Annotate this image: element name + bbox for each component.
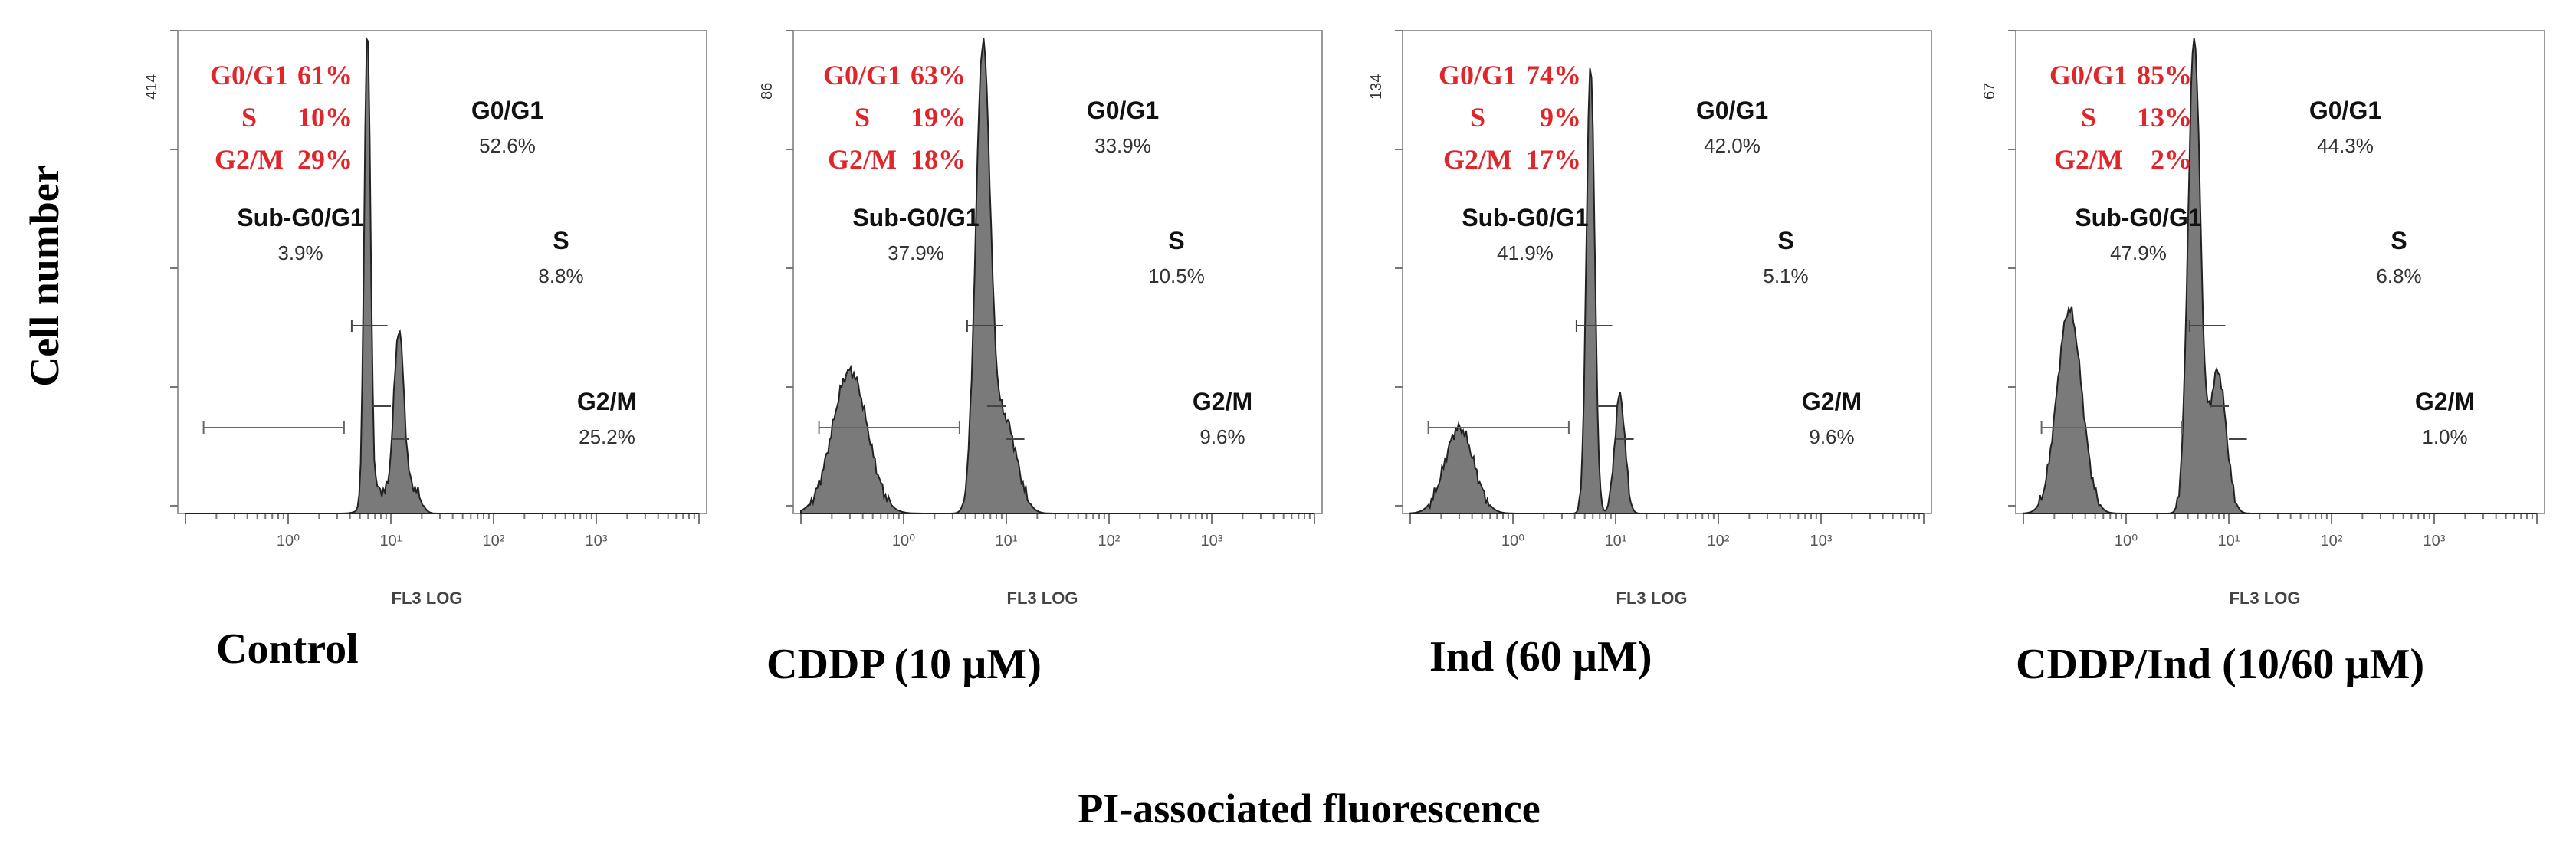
summary-value: 19% bbox=[911, 102, 966, 133]
gate-percent-label: 9.6% bbox=[1809, 425, 1854, 448]
gate-percent-label: 5.1% bbox=[1763, 264, 1808, 287]
y-max-label: 86 bbox=[759, 83, 776, 100]
x-axis-title: PI-associated fluorescence bbox=[1078, 785, 1540, 831]
gate-percent-label: 44.3% bbox=[2317, 134, 2374, 157]
gate-name-label: G0/G1 bbox=[471, 97, 543, 124]
gate-name-label: Sub-G0/G1 bbox=[1462, 204, 1588, 231]
x-tick-label: 10² bbox=[483, 533, 505, 549]
x-axis-label: FL3 LOG bbox=[2230, 589, 2301, 608]
gate-percent-label: 1.0% bbox=[2422, 425, 2467, 448]
x-tick-label: 10¹ bbox=[2218, 533, 2240, 549]
gate-percent-label: 33.9% bbox=[1094, 134, 1151, 157]
summary-phase-label: S bbox=[855, 102, 870, 133]
x-tick-label: 10¹ bbox=[996, 533, 1018, 549]
x-tick-label: 10⁰ bbox=[277, 533, 300, 549]
summary-value: 61% bbox=[297, 60, 353, 90]
gate-name-label: Sub-G0/G1 bbox=[2075, 204, 2201, 231]
summary-value: 74% bbox=[1526, 60, 1581, 90]
x-tick-label: 10¹ bbox=[380, 533, 402, 549]
gate-name-label: S bbox=[2391, 227, 2407, 254]
x-tick-label: 10¹ bbox=[1605, 533, 1627, 549]
summary-value: 2% bbox=[2151, 144, 2192, 175]
histogram bbox=[1409, 67, 1924, 514]
condition-label-ind: Ind (60 µM) bbox=[1429, 633, 1652, 681]
histogram bbox=[185, 36, 699, 514]
summary-phase-label: G0/G1 bbox=[2049, 60, 2128, 90]
x-tick-label: 10³ bbox=[1810, 533, 1833, 549]
summary-phase-label: G0/G1 bbox=[823, 60, 901, 90]
gate-percent-label: 10.5% bbox=[1148, 264, 1205, 287]
x-axis-label: FL3 LOG bbox=[392, 589, 463, 608]
condition-label-cddp: CDDP (10 µM) bbox=[766, 641, 1042, 688]
x-tick-label: 10² bbox=[1098, 533, 1121, 549]
panel-combo: 67 10⁰ 10¹ 10² 10³ FL3 LOG G0/G1 85% S 13% G2/M 2% S… bbox=[1981, 30, 2545, 688]
x-tick-label: 10² bbox=[2321, 533, 2343, 549]
y-axis-title: Cell number bbox=[21, 165, 67, 387]
summary-phase-label: G2/M bbox=[2054, 144, 2123, 175]
condition-label-combo: CDDP/Ind (10/60 µM) bbox=[2016, 641, 2424, 688]
gate-name-label: G2/M bbox=[1802, 388, 1862, 415]
gate-name-label: G0/G1 bbox=[2309, 97, 2381, 124]
condition-label-control: Control bbox=[216, 625, 359, 673]
y-max-label: 67 bbox=[1981, 83, 1998, 100]
gate-name-label: S bbox=[553, 227, 569, 254]
gate-percent-label: 47.9% bbox=[2110, 241, 2167, 264]
x-tick-label: 10⁰ bbox=[892, 533, 915, 549]
gate-name-label: G2/M bbox=[2415, 388, 2475, 415]
summary-value: 85% bbox=[2137, 60, 2192, 90]
gate-percent-label: 42.0% bbox=[1704, 134, 1761, 157]
gate-percent-label: 41.9% bbox=[1497, 241, 1554, 264]
gate-name-label: G2/M bbox=[577, 388, 637, 415]
summary-phase-label: S bbox=[241, 102, 257, 133]
summary-phase-label: G2/M bbox=[1443, 144, 1512, 175]
gate-percent-label: 52.6% bbox=[479, 134, 536, 157]
summary-value: 63% bbox=[911, 60, 966, 90]
panel-control: 414 10⁰ 10¹ 10² 10³ FL3 LOG G0/G1 61% S 10% G2/M 29… bbox=[143, 30, 707, 673]
summary-value: 13% bbox=[2137, 102, 2192, 133]
x-tick-label: 10⁰ bbox=[1501, 533, 1524, 549]
histogram bbox=[2023, 38, 2537, 514]
summary-value: 29% bbox=[297, 144, 353, 175]
y-max-label: 414 bbox=[143, 74, 160, 100]
x-tick-label: 10² bbox=[1708, 533, 1730, 549]
y-max-label: 134 bbox=[1368, 74, 1385, 100]
summary-phase-label: G0/G1 bbox=[210, 60, 288, 90]
gate-percent-label: 25.2% bbox=[579, 425, 635, 448]
panel-ind: 134 10⁰ 10¹ 10² 10³ FL3 LOG G0/G1 74% S 9% G2/M 17%… bbox=[1368, 30, 1932, 681]
summary-value: 18% bbox=[911, 144, 966, 175]
gate-name-label: Sub-G0/G1 bbox=[852, 204, 979, 231]
summary-phase-label: G2/M bbox=[828, 144, 897, 175]
gate-name-label: S bbox=[1777, 227, 1793, 254]
summary-phase-label: G0/G1 bbox=[1439, 60, 1517, 90]
summary-value: 17% bbox=[1526, 144, 1581, 175]
summary-value: 9% bbox=[1540, 102, 1581, 133]
gate-percent-label: 37.9% bbox=[888, 241, 944, 264]
x-tick-label: 10⁰ bbox=[2115, 533, 2138, 549]
panel-cddp: 86 10⁰ 10¹ 10² 10³ FL3 LOG G0/G1 63% S 19% G2/M 18%… bbox=[759, 30, 1323, 688]
gate-percent-label: 3.9% bbox=[277, 241, 323, 264]
histogram bbox=[800, 38, 1314, 514]
summary-value: 10% bbox=[297, 102, 353, 133]
x-axis-label: FL3 LOG bbox=[1616, 589, 1688, 608]
summary-phase-label: S bbox=[2081, 102, 2096, 133]
gate-name-label: Sub-G0/G1 bbox=[237, 204, 363, 231]
gate-name-label: S bbox=[1168, 227, 1184, 254]
x-tick-label: 10³ bbox=[2423, 533, 2446, 549]
x-tick-label: 10³ bbox=[586, 533, 608, 549]
summary-phase-label: G2/M bbox=[215, 144, 284, 175]
gate-name-label: G0/G1 bbox=[1696, 97, 1768, 124]
gate-name-label: G0/G1 bbox=[1087, 97, 1159, 124]
gate-percent-label: 9.6% bbox=[1199, 425, 1245, 448]
summary-phase-label: S bbox=[1470, 102, 1485, 133]
x-tick-label: 10³ bbox=[1201, 533, 1223, 549]
gate-name-label: G2/M bbox=[1193, 388, 1252, 415]
gate-percent-label: 6.8% bbox=[2376, 264, 2421, 287]
x-axis-label: FL3 LOG bbox=[1007, 589, 1078, 608]
gate-percent-label: 8.8% bbox=[538, 264, 583, 287]
